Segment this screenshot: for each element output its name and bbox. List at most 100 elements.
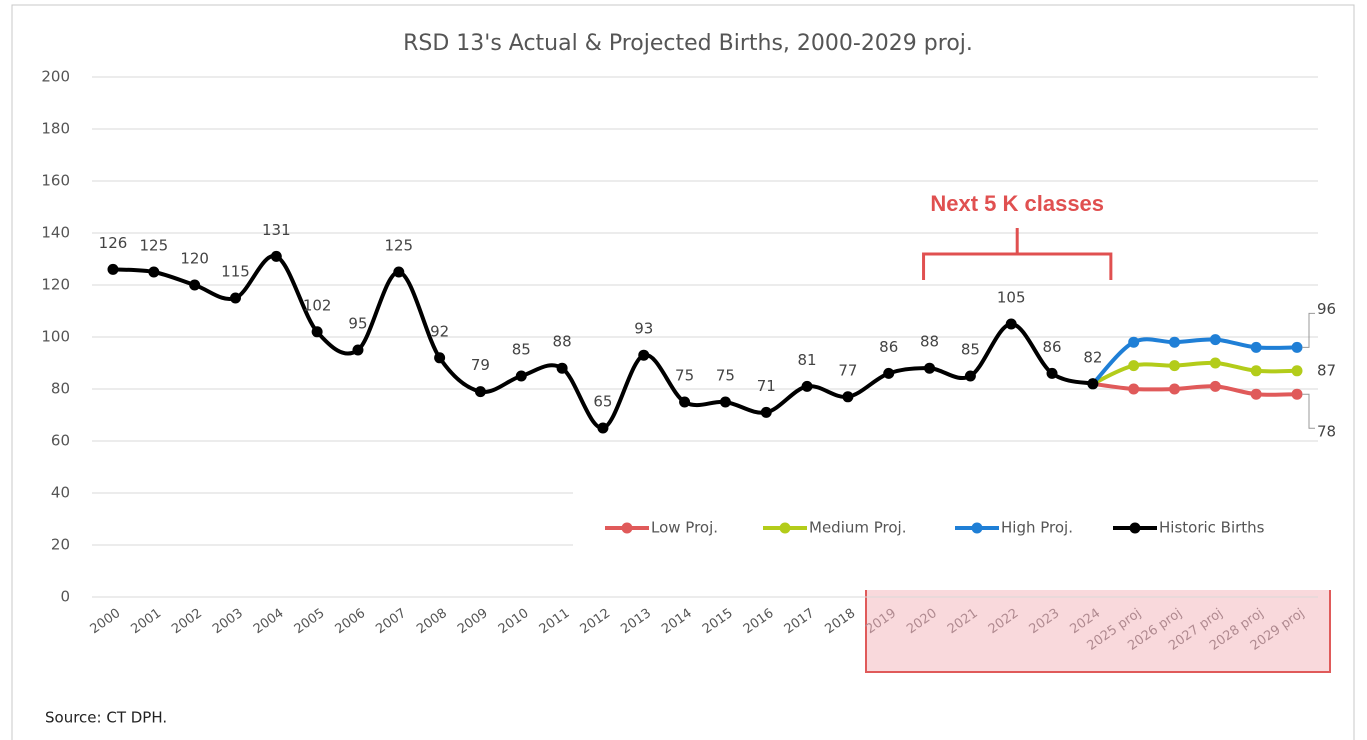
data-point — [1250, 341, 1262, 353]
data-point — [679, 396, 691, 408]
highlight-box — [865, 586, 1331, 673]
data-label: 88 — [553, 333, 572, 351]
data-label: 85 — [512, 341, 531, 359]
data-point — [1128, 383, 1140, 395]
data-label: 77 — [838, 361, 857, 379]
data-label: 82 — [1083, 348, 1102, 366]
data-label: 95 — [348, 315, 367, 333]
data-label: 125 — [140, 237, 169, 255]
y-tick-label: 160 — [41, 172, 70, 190]
legend-swatch-dot — [1129, 522, 1141, 534]
data-point — [883, 367, 895, 379]
y-tick-label: 80 — [51, 380, 70, 398]
legend-label: Medium Proj. — [809, 519, 906, 537]
chart-title: RSD 13's Actual & Projected Births, 2000… — [403, 31, 973, 56]
source-note: Source: CT DPH. — [45, 709, 167, 727]
data-point — [229, 292, 241, 304]
data-point — [1209, 380, 1221, 392]
data-label: 81 — [798, 351, 817, 369]
data-label: 102 — [303, 296, 332, 314]
data-point — [107, 263, 119, 275]
data-label: 75 — [675, 367, 694, 385]
legend-background — [573, 480, 1333, 590]
y-tick-label: 120 — [41, 276, 70, 294]
data-point — [515, 370, 527, 382]
data-point — [352, 344, 364, 356]
y-tick-label: 40 — [51, 484, 70, 502]
legend-item: Low Proj. — [605, 519, 718, 537]
data-label: 86 — [1042, 338, 1061, 356]
data-label: 75 — [716, 367, 735, 385]
data-point — [189, 279, 201, 291]
data-point — [1291, 388, 1303, 400]
data-label: 65 — [593, 393, 612, 411]
data-label: 96 — [1317, 300, 1336, 318]
legend-item: Historic Births — [1113, 519, 1265, 537]
data-point — [760, 406, 772, 418]
data-label: 88 — [920, 333, 939, 351]
data-point — [434, 352, 446, 364]
data-point — [964, 370, 976, 382]
data-label: 131 — [262, 221, 291, 239]
data-point — [1169, 383, 1181, 395]
data-point — [1087, 378, 1099, 390]
data-point — [1005, 318, 1017, 330]
legend-label: Historic Births — [1159, 519, 1265, 537]
data-label: 86 — [879, 338, 898, 356]
data-point — [1250, 388, 1262, 400]
annotation-bracket — [922, 228, 1113, 280]
data-label: 71 — [757, 377, 776, 395]
legend-swatch-dot — [779, 522, 791, 534]
data-label: 92 — [430, 322, 449, 340]
data-point — [842, 391, 854, 403]
legend-label: Low Proj. — [651, 519, 718, 537]
leader-line — [1302, 393, 1315, 429]
annotation-text: Next 5 K classes — [930, 191, 1104, 216]
data-point — [1169, 360, 1181, 372]
legend-item: Medium Proj. — [763, 519, 906, 537]
data-label: 78 — [1317, 423, 1336, 441]
y-tick-label: 200 — [41, 68, 70, 86]
data-point — [1291, 341, 1303, 353]
data-label: 120 — [180, 250, 209, 268]
data-label: 93 — [634, 320, 653, 338]
data-point — [638, 349, 650, 361]
data-label: 105 — [997, 289, 1026, 307]
y-tick-label: 180 — [41, 120, 70, 138]
data-point — [597, 422, 609, 434]
data-point — [556, 362, 568, 374]
data-point — [1046, 367, 1058, 379]
data-point — [1128, 360, 1140, 372]
data-label: 126 — [99, 234, 128, 252]
data-point — [924, 362, 936, 374]
y-tick-label: 140 — [41, 224, 70, 242]
y-tick-label: 0 — [60, 588, 70, 606]
data-point — [1209, 357, 1221, 369]
data-point — [270, 250, 282, 262]
legend-label: High Proj. — [1001, 519, 1073, 537]
data-point — [474, 386, 486, 398]
y-tick-label: 20 — [51, 536, 70, 554]
data-label: 79 — [471, 356, 490, 374]
data-label: 125 — [384, 237, 413, 255]
y-tick-label: 60 — [51, 432, 70, 450]
data-point — [719, 396, 731, 408]
legend-swatch-dot — [621, 522, 633, 534]
data-point — [393, 266, 405, 278]
data-point — [1250, 365, 1262, 377]
data-point — [1291, 365, 1303, 377]
data-point — [1128, 336, 1140, 348]
y-tick-label: 100 — [41, 328, 70, 346]
legend-swatch-dot — [971, 522, 983, 534]
data-label: 87 — [1317, 361, 1336, 379]
data-label: 115 — [221, 263, 250, 281]
data-point — [1209, 334, 1221, 346]
data-point — [801, 380, 813, 392]
data-point — [148, 266, 160, 278]
legend-item: High Proj. — [955, 519, 1073, 537]
data-point — [1169, 336, 1181, 348]
leader-line — [1302, 312, 1315, 348]
data-point — [311, 326, 323, 338]
data-label: 85 — [961, 341, 980, 359]
